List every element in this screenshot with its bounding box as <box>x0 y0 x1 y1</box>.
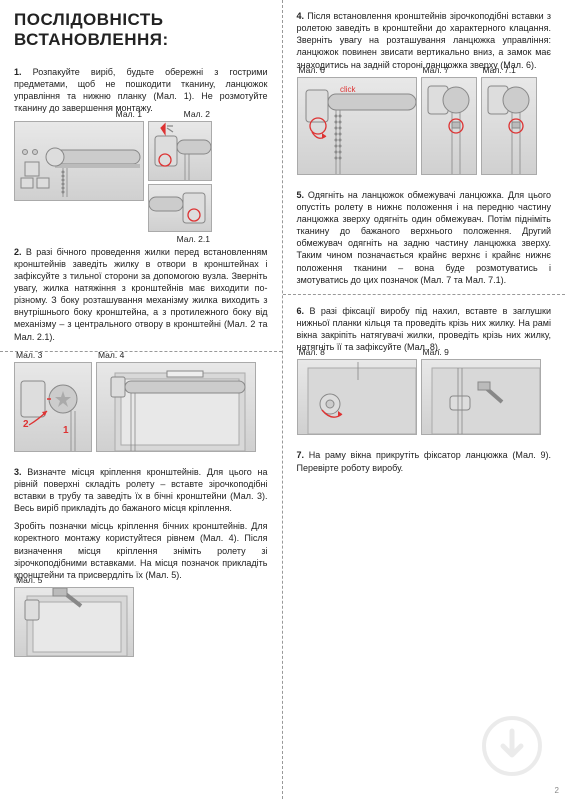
figure-2-wrap: Мал. 2 Мал. 2.1 <box>148 121 212 232</box>
figure-7-svg <box>422 78 477 175</box>
figure-row-5: Мал. 8 Мал. 9 <box>297 359 552 435</box>
page-number: 2 <box>555 786 559 795</box>
figure-2-svg <box>149 122 212 181</box>
figure-21 <box>148 184 212 232</box>
figure-9 <box>421 359 541 435</box>
step-7-text: 7. На раму вікна прикрутіть фіксатор лан… <box>297 449 552 473</box>
figure-6-wrap: Мал. 6 click <box>297 77 417 175</box>
figure-3-svg: 2 1 <box>15 363 92 452</box>
figure-7-wrap: Мал. 7 <box>421 77 477 175</box>
figure-1-svg <box>15 122 144 201</box>
left-column: ПОСЛІДОВНІСТЬ ВСТАНОВЛЕННЯ: 1. Розпакуйт… <box>0 0 283 799</box>
figure-9-label: Мал. 9 <box>423 347 449 357</box>
figure-9-svg <box>422 360 541 435</box>
step-1-text: 1. Розпакуйте виріб, будьте обережні з г… <box>14 66 268 115</box>
figure-4-wrap: Мал. 4 <box>96 362 256 452</box>
figure-1-label: Мал. 1 <box>116 109 142 119</box>
figure-5-wrap: Мал. 5 <box>14 587 134 657</box>
svg-text:1: 1 <box>63 425 69 436</box>
step-3-text: 3. Визначте місця кріплення кронштейнів.… <box>14 466 268 515</box>
figure-7-label: Мал. 7 <box>423 65 449 75</box>
figure-8-label: Мал. 8 <box>299 347 325 357</box>
figure-3-wrap: Мал. 3 2 1 <box>14 362 92 452</box>
figure-7 <box>421 77 477 175</box>
figure-1-wrap: Мал. 1 <box>14 121 144 232</box>
watermark-icon <box>481 715 543 777</box>
figure-4 <box>96 362 256 452</box>
figure-3-label: Мал. 3 <box>16 350 42 360</box>
figure-5-svg <box>15 588 134 657</box>
page-title: ПОСЛІДОВНІСТЬ ВСТАНОВЛЕННЯ: <box>14 10 268 50</box>
figure-2 <box>148 121 212 181</box>
click-label: click <box>340 85 357 94</box>
step-3b-text: Зробіть позначки місць кріплення бічних … <box>14 520 268 581</box>
figure-9-wrap: Мал. 9 <box>421 359 541 435</box>
figure-8-svg <box>298 360 417 435</box>
svg-text:2: 2 <box>23 419 29 430</box>
page: ПОСЛІДОВНІСТЬ ВСТАНОВЛЕННЯ: 1. Розпакуйт… <box>0 0 565 799</box>
figure-row-2: Мал. 3 2 1 Мал. 4 <box>14 362 268 452</box>
figure-3: 2 1 <box>14 362 92 452</box>
figure-row-3: Мал. 5 <box>14 587 268 657</box>
figure-71 <box>481 77 537 175</box>
figure-6-svg: click <box>298 78 417 175</box>
figure-21-label: Мал. 2.1 <box>177 234 210 244</box>
figure-8-wrap: Мал. 8 <box>297 359 417 435</box>
figure-8 <box>297 359 417 435</box>
step-4-text: 4. Після встановлення кронштейнів зірочк… <box>297 10 552 71</box>
figure-71-wrap: Мал. 7.1 <box>481 77 537 175</box>
figure-row-4: Мал. 6 click <box>297 77 552 175</box>
figure-4-label: Мал. 4 <box>98 350 124 360</box>
figure-21-svg <box>149 185 212 232</box>
step-2-text: 2. В разі бічного проведення жилки перед… <box>14 246 268 343</box>
figure-6: click <box>297 77 417 175</box>
figure-5 <box>14 587 134 657</box>
figure-4-svg <box>97 363 256 452</box>
figure-1 <box>14 121 144 201</box>
step-6-text: 6. В разі фіксації виробу під нахил, вст… <box>297 305 552 354</box>
figure-6-label: Мал. 6 <box>299 65 325 75</box>
mid-divider-right <box>283 294 565 295</box>
figure-row-1: Мал. 1 Мал. 2 <box>14 121 268 232</box>
figure-5-label: Мал. 5 <box>16 575 42 585</box>
figure-71-svg <box>482 78 537 175</box>
figure-71-label: Мал. 7.1 <box>483 65 516 75</box>
right-column: 4. Після встановлення кронштейнів зірочк… <box>283 0 565 799</box>
figure-2-label: Мал. 2 <box>184 109 210 119</box>
step-5-text: 5. Одягніть на ланцюжок обмежувачі ланцю… <box>297 189 552 286</box>
